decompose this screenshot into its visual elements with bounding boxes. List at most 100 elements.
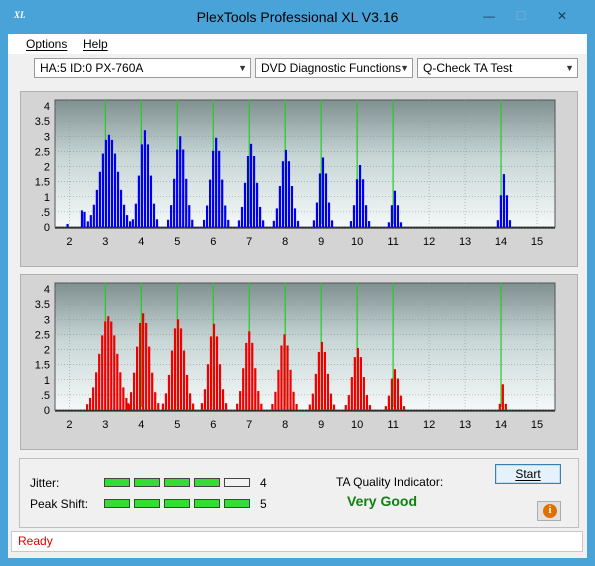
menu-bar: Options Help [8, 34, 587, 54]
data-bar [315, 202, 319, 227]
data-bar [505, 195, 509, 227]
title-bar[interactable]: XL PlexTools Professional XL V3.16 — ☐ ✕ [0, 0, 595, 34]
data-bar [167, 374, 171, 410]
data-bar [212, 150, 215, 227]
data-bar [92, 387, 95, 410]
y-tick-label: 3.5 [35, 116, 50, 128]
data-bar [504, 403, 507, 410]
y-tick-label: 1 [44, 192, 50, 204]
x-tick-label: 15 [531, 236, 543, 248]
menu-help[interactable]: Help [83, 37, 108, 51]
data-bar [110, 139, 114, 227]
y-tick-label: 4 [44, 101, 50, 113]
x-tick-label: 3 [102, 236, 108, 248]
data-bar [221, 179, 224, 227]
data-bar [104, 139, 108, 227]
data-bar [154, 392, 157, 410]
data-bar [347, 395, 350, 410]
jitter-meter-segment [134, 478, 160, 487]
data-bar [318, 173, 322, 227]
x-tick-label: 4 [138, 419, 144, 431]
data-bar [119, 372, 122, 410]
data-bar [321, 157, 325, 227]
data-bar [203, 389, 207, 410]
test-select[interactable]: Q-Check TA Test ▼ [417, 58, 578, 78]
x-tick-label: 2 [66, 419, 72, 431]
data-bar [139, 322, 142, 410]
y-tick-label: 4 [44, 284, 50, 296]
peak-shift-meter-segment [134, 499, 160, 508]
menu-options-label: Options [26, 37, 68, 51]
data-bar [125, 215, 129, 227]
window-title: PlexTools Professional XL V3.16 [196, 9, 399, 25]
data-bar [362, 377, 366, 410]
plot-area [54, 99, 556, 228]
data-bar [155, 219, 159, 227]
data-bar [320, 341, 324, 410]
data-bar [278, 186, 281, 227]
function-select[interactable]: DVD Diagnostic Functions ▼ [255, 58, 413, 78]
jitter-meter-segment [194, 478, 220, 487]
jitter-meter-segment [224, 478, 250, 487]
jitter-meter-segment [164, 478, 190, 487]
data-bar [249, 143, 253, 227]
data-bar [191, 219, 194, 227]
data-bar [92, 204, 95, 227]
data-bar [185, 178, 188, 227]
data-bar [330, 220, 334, 227]
data-bar [182, 149, 185, 227]
menu-options[interactable]: Options [26, 37, 67, 51]
y-tick-label: 3.5 [35, 299, 50, 311]
data-bar [364, 205, 368, 227]
data-bar [260, 403, 263, 410]
data-bar [66, 223, 69, 227]
data-bar [89, 397, 92, 410]
data-bar [179, 328, 183, 410]
data-bar [393, 369, 397, 410]
data-bar [359, 357, 362, 410]
minimize-button[interactable]: — [483, 9, 495, 23]
data-bar [312, 220, 316, 227]
menu-help-label: Help [83, 37, 108, 51]
data-bar [308, 404, 311, 410]
data-bar [137, 175, 140, 227]
data-bar [151, 372, 154, 410]
x-tick-label: 3 [102, 419, 108, 431]
data-bar [508, 220, 512, 227]
data-bar [290, 186, 294, 227]
y-tick-label: 2 [44, 162, 50, 174]
drive-select-value: HA:5 ID:0 PX-760A [40, 61, 144, 75]
data-bar [292, 391, 295, 410]
data-bar [128, 404, 131, 410]
data-bar [126, 403, 130, 410]
data-bar [402, 406, 406, 410]
data-bar [135, 346, 139, 410]
data-bar [501, 384, 504, 410]
x-tick-label: 14 [495, 419, 507, 431]
data-bar [272, 220, 275, 227]
info-button[interactable]: i [537, 501, 561, 521]
x-tick-label: 2 [66, 236, 72, 248]
y-tick-label: 1 [44, 375, 50, 387]
chevron-down-icon: ▼ [400, 63, 409, 73]
data-bar [387, 395, 390, 410]
close-button[interactable]: ✕ [556, 9, 568, 23]
data-bar [215, 137, 218, 227]
maximize-button[interactable]: ☐ [515, 9, 527, 23]
start-button[interactable]: Start [495, 464, 561, 484]
data-bar [89, 215, 92, 227]
data-bar [280, 345, 283, 410]
data-bar [170, 350, 174, 410]
jitter-meter-segment [104, 478, 130, 487]
data-bar [259, 206, 262, 227]
top-chart: 0 .5 1 1.5 2 2.5 3 3.5 4 2 3 4 5 6 7 8 9 10 11 12 13 14 15 [35, 99, 556, 248]
x-tick-label: 9 [318, 236, 324, 248]
data-bar [205, 205, 209, 227]
peak-shift-meter-segment [194, 499, 220, 508]
data-bar [293, 208, 297, 227]
drive-select[interactable]: HA:5 ID:0 PX-760A ▼ [34, 58, 251, 78]
data-bar [157, 403, 160, 410]
x-tick-label: 6 [210, 236, 216, 248]
data-bar [80, 210, 84, 227]
data-bar [113, 335, 116, 410]
